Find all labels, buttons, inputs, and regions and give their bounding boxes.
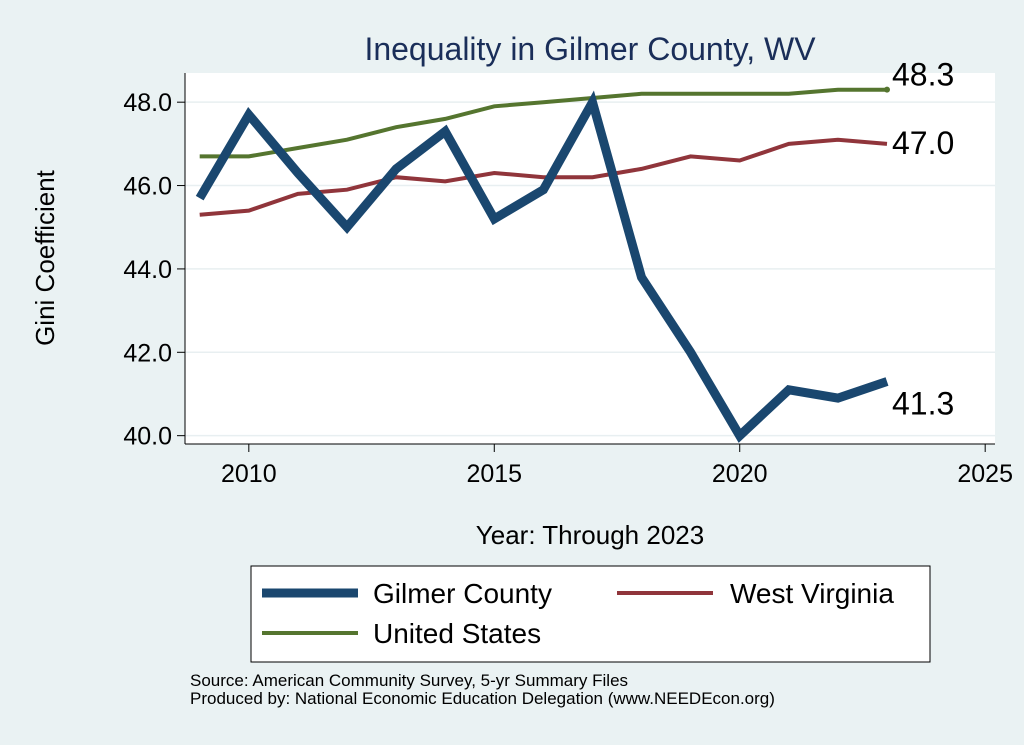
legend-label: Gilmer County [373,578,552,609]
x-tick-label: 2025 [957,460,1013,488]
axes: 40.0 42.0 44.0 46.0 48.0 2010 2015 2020 2025 [123,73,1013,488]
producer-note: Produced by: National Economic Education… [190,689,775,708]
y-tick-label: 44.0 [123,256,172,284]
chart-title: Inequality in Gilmer County, WV [364,31,816,67]
series-line-gilmer-county [195,90,889,443]
legend-label: United States [373,618,541,649]
end-label: 41.3 [892,385,954,421]
end-label: 47.0 [892,125,954,161]
source-note: Source: American Community Survey, 5-yr … [190,671,629,690]
x-tick-label: 2015 [466,460,522,488]
legend-box [250,565,931,663]
footer: Source: American Community Survey, 5-yr … [190,672,775,708]
plot-area [185,73,995,444]
x-axis-label: Year: Through 2023 [476,520,704,550]
x-tick-label: 2020 [712,460,768,488]
series-line-united-states [199,87,887,159]
y-tick-label: 42.0 [123,339,172,367]
end-label: 48.3 [892,57,954,93]
x-tick-label: 2010 [221,460,277,488]
gridlines [185,73,995,444]
y-tick-label: 46.0 [123,173,172,201]
y-tick-label: 40.0 [123,423,172,451]
legend-label: West Virginia [730,578,894,609]
legend: Gilmer County West Virginia United States [250,565,931,663]
y-axis-label: Gini Coefficient [30,169,60,346]
y-tick-label: 48.0 [123,89,172,117]
series-lines [195,86,890,443]
end-labels: 41.3 47.0 48.3 [892,57,954,422]
series-end-point [884,86,890,93]
